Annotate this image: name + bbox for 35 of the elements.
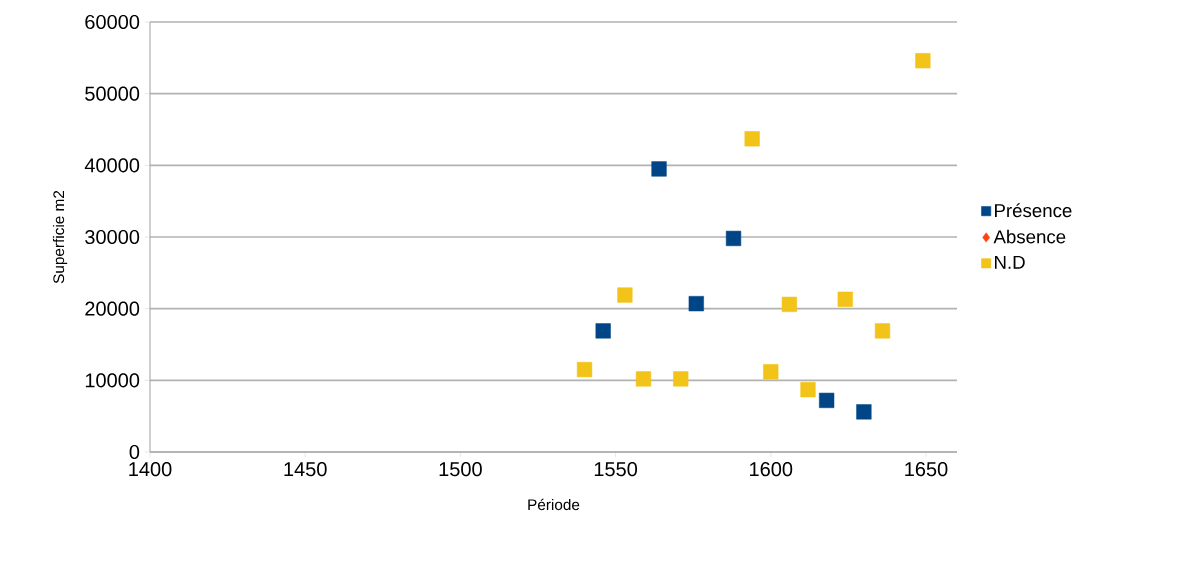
x-tick-label: 1400 bbox=[129, 462, 172, 477]
legend-label: N.D bbox=[995, 255, 1025, 269]
x-tick-label: 1550 bbox=[594, 462, 638, 477]
x-axis-title: Période bbox=[528, 498, 580, 511]
point bbox=[763, 364, 779, 380]
x-tick-label: 1650 bbox=[905, 462, 948, 477]
y-tick-label: 60000 bbox=[85, 14, 140, 30]
point bbox=[595, 323, 611, 339]
point bbox=[725, 230, 742, 247]
point bbox=[874, 323, 891, 339]
point bbox=[673, 371, 689, 387]
point bbox=[781, 296, 797, 312]
legend-label: Présence bbox=[995, 203, 1072, 218]
point bbox=[744, 131, 760, 147]
y-tick-label: 50000 bbox=[85, 86, 140, 101]
y-tick-label: 30000 bbox=[85, 229, 140, 245]
point bbox=[915, 53, 931, 69]
legend-label: Absence bbox=[993, 229, 1066, 244]
y-tick-label: 0 bbox=[129, 444, 140, 460]
point bbox=[576, 361, 593, 378]
point bbox=[819, 392, 835, 409]
point bbox=[617, 287, 633, 303]
point bbox=[651, 161, 667, 177]
x-tick-label: 1600 bbox=[750, 462, 793, 477]
point bbox=[837, 291, 853, 307]
x-tick-label: 1450 bbox=[284, 462, 327, 477]
point bbox=[635, 371, 652, 387]
point bbox=[856, 404, 872, 420]
point bbox=[800, 382, 816, 398]
y-tick-label: 20000 bbox=[85, 301, 140, 316]
y-tick-label: 40000 bbox=[84, 158, 140, 173]
y-axis-title: Superficie m2 bbox=[52, 190, 68, 284]
y-tick-label: 10000 bbox=[85, 373, 140, 388]
x-tick-label: 1500 bbox=[439, 462, 482, 477]
point bbox=[688, 296, 704, 312]
